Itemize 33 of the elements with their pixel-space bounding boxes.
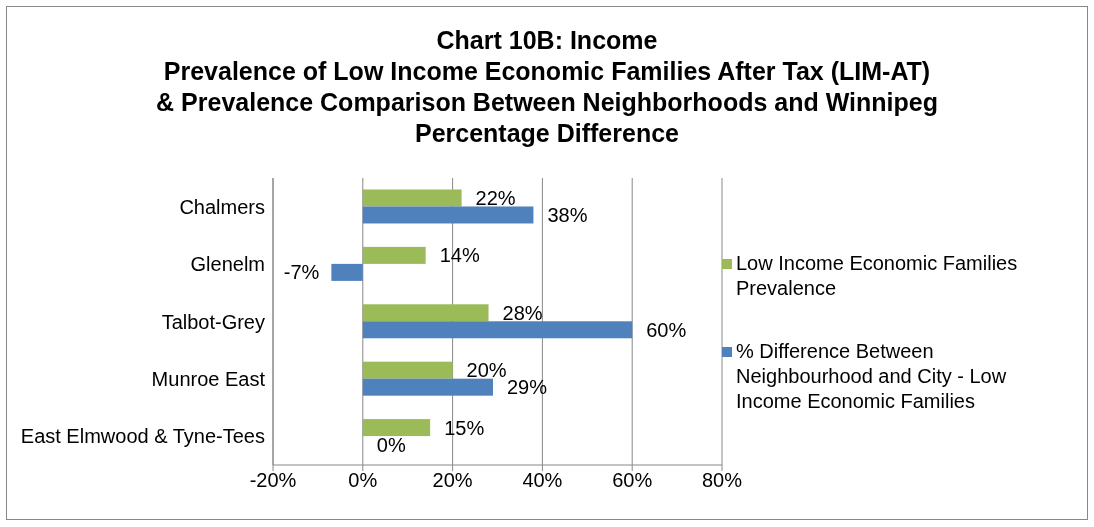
data-label: -7% (283, 261, 320, 284)
x-tick-label: 60% (612, 469, 653, 492)
data-label: 38% (547, 203, 588, 226)
data-label: 14% (439, 244, 480, 267)
y-tick-label: Talbot-Grey (161, 310, 265, 333)
bar (362, 189, 462, 207)
legend-label: Low Income Economic Families Prevalence (736, 250, 1019, 301)
bar (362, 361, 453, 379)
data-label: 29% (507, 376, 548, 399)
y-tick-label: Glenelm (190, 253, 265, 276)
x-tick-label: 20% (432, 469, 473, 492)
bar (362, 378, 494, 396)
bar (362, 246, 426, 264)
data-label: 60% (646, 318, 687, 341)
bar (362, 304, 489, 322)
data-label: 15% (444, 416, 485, 439)
x-tick-label: 80% (701, 469, 743, 492)
data-label: 20% (466, 359, 507, 382)
data-label: 28% (502, 301, 543, 324)
y-tick-label: Chalmers (179, 195, 265, 218)
data-label: 22% (475, 186, 516, 209)
bar (362, 419, 431, 437)
data-label: 0% (376, 433, 406, 456)
x-tick-label: -20% (249, 469, 297, 492)
bar (331, 263, 363, 281)
x-tick-label: 40% (522, 469, 563, 492)
y-tick-label: East Elmwood & Tyne-Tees (20, 425, 265, 448)
bar (362, 321, 633, 339)
x-tick-label: 0% (348, 469, 378, 492)
legend-label: % Difference Between Neighbourhood and City - Low Income Economic Families (736, 338, 1008, 414)
y-tick-label: Munroe East (151, 368, 266, 390)
bar (362, 206, 534, 224)
chart-title: Chart 10B: Income Prevalence of Low Income Economic Families After Tax (LIM-AT) & Prevalence Comparison Between Neighborhoods and Winnipeg Percentage Difference (155, 25, 939, 149)
